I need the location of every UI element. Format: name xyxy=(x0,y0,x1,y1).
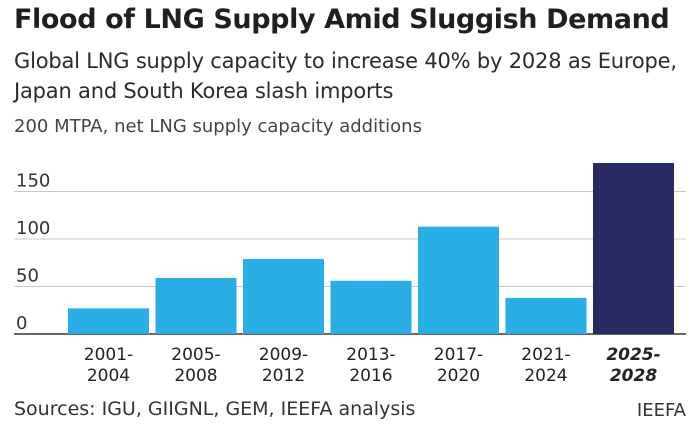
y-tick-label: 150 xyxy=(16,171,50,192)
y-tick-label: 0 xyxy=(16,313,27,334)
x-tick-label: 2009-2012 xyxy=(259,345,308,386)
bar-2021-2024 xyxy=(505,297,587,334)
x-tick-label-line: 2008 xyxy=(174,366,217,386)
x-tick-label-line: 2009- xyxy=(259,345,308,365)
x-tick-label-line: 2005- xyxy=(171,345,220,365)
x-tick-label: 2005-2008 xyxy=(171,345,220,386)
bar-2005-2008 xyxy=(155,277,237,334)
x-tick-label-line: 2017- xyxy=(434,345,483,365)
x-tick-label-line: 2004 xyxy=(87,366,130,386)
x-tick-label: 2001-2004 xyxy=(84,345,133,386)
x-tick-label: 2025-2028 xyxy=(606,345,660,386)
x-tick-label-line: 2016 xyxy=(349,366,392,386)
x-tick-label: 2013-2016 xyxy=(346,345,395,386)
bar-2001-2004 xyxy=(68,308,149,334)
x-tick-label-line: 2013- xyxy=(346,345,395,365)
x-tick-label-line: 2024 xyxy=(524,366,567,386)
x-tick-label-line: 2021- xyxy=(521,345,570,365)
chart-subtitle: Global LNG supply capacity to increase 4… xyxy=(14,49,677,103)
x-tick-label: 2017-2020 xyxy=(434,345,483,386)
x-tick-label-line: 2012 xyxy=(262,366,305,386)
chart-title: Flood of LNG Supply Amid Sluggish Demand xyxy=(14,4,670,35)
y-tick-label: 100 xyxy=(16,218,50,239)
bar-2017-2020 xyxy=(418,226,499,334)
x-tick-label-line: 2020 xyxy=(437,366,480,386)
x-tick-label-line: 2028 xyxy=(610,366,657,386)
x-tick-label-line: 2025- xyxy=(606,345,660,365)
bar-2009-2012 xyxy=(243,258,324,334)
bar-2025-2028 xyxy=(593,163,674,334)
bar-2013-2016 xyxy=(330,280,412,334)
brand-logo-text: IEEFA xyxy=(636,400,686,421)
x-tick-label: 2021-2024 xyxy=(521,345,570,386)
y-tick-label: 50 xyxy=(16,266,39,287)
sources-note: Sources: IGU, GIIGNL, GEM, IEEFA analysi… xyxy=(14,398,416,420)
x-tick-label-line: 2001- xyxy=(84,345,133,365)
unit-label: 200 MTPA, net LNG supply capacity additi… xyxy=(14,116,422,137)
